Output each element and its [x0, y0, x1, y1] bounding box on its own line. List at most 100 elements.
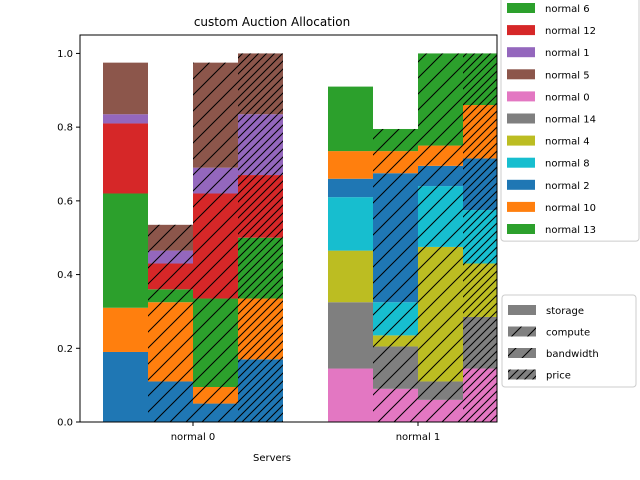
legend-swatch	[507, 201, 535, 212]
bar-hatch-normal-1-bandwidth-normal-10	[418, 145, 463, 166]
bar-hatch-normal-0-compute-normal-12	[148, 263, 193, 290]
bar-segment-normal-0-storage-normal-12	[103, 123, 148, 194]
bar-hatch-normal-0-price-normal-12	[238, 175, 283, 238]
legend-swatch-hatch	[508, 348, 536, 358]
legend-swatch	[507, 113, 535, 124]
bar-hatch-normal-0-bandwidth-normal-10	[193, 386, 238, 404]
x-tick-label: normal 1	[396, 432, 441, 443]
legend-label: normal 0	[545, 92, 590, 103]
bar-segment-normal-1-storage-normal-4	[328, 250, 373, 303]
legend-swatch-hatch	[508, 326, 536, 337]
y-tick-label: 0.0	[57, 418, 73, 429]
bar-hatch-normal-0-bandwidth-normal-6	[193, 298, 238, 387]
legend-label: normal 4	[545, 137, 590, 148]
plot-frame	[79, 34, 498, 423]
bar-hatch-normal-0-compute-normal-1	[148, 250, 193, 264]
bar-hatch-normal-0-bandwidth-normal-12	[193, 193, 238, 299]
legend-label: normal 8	[545, 159, 590, 170]
legend-label: normal 2	[545, 181, 590, 192]
bar-segment-normal-0-storage-normal-1	[103, 114, 148, 124]
legend-label: bandwidth	[546, 349, 599, 360]
y-tick-label: 0.4	[57, 270, 73, 281]
bar-hatch-normal-0-bandwidth-normal-5	[193, 62, 238, 168]
legend-resources: storage compute bandwidth price	[501, 294, 637, 388]
bars-layer	[103, 53, 497, 422]
x-tick-label: normal 0	[171, 432, 216, 443]
bar-segment-normal-1-storage-normal-0	[328, 368, 373, 422]
y-tick-label: 0.8	[57, 123, 73, 134]
bar-hatch-normal-0-price-normal-5	[238, 53, 283, 115]
bar-hatch-normal-1-compute-normal-0	[373, 388, 418, 422]
legend-label: normal 5	[545, 70, 590, 81]
bar-hatch-normal-1-price-normal-10	[463, 105, 497, 159]
legend-label: storage	[546, 306, 584, 317]
legend-swatch	[507, 157, 535, 168]
legend-swatch	[507, 69, 535, 80]
y-axis: 0.0 0.2 0.4 0.6 0.8 1.0	[57, 49, 80, 429]
legend-swatch	[507, 91, 535, 102]
bar-segment-normal-1-storage-normal-10	[328, 151, 373, 179]
bar-hatch-normal-1-price-normal-8	[463, 210, 497, 264]
bar-hatch-normal-1-price-normal-14	[463, 316, 497, 369]
bar-hatch-normal-1-bandwidth-normal-14	[418, 381, 463, 400]
bar-segment-normal-0-storage-normal-6	[103, 193, 148, 308]
x-axis-label: Servers	[253, 453, 291, 464]
legend-swatch-hatch	[508, 369, 536, 380]
legend-label: normal 12	[545, 26, 596, 37]
bar-segment-normal-1-storage-normal-8	[328, 197, 373, 251]
bar-hatch-normal-0-compute-normal-10	[148, 302, 193, 382]
bar-hatch-normal-1-price-normal-13	[463, 53, 497, 106]
bar-hatch-normal-0-bandwidth-normal-1	[193, 167, 238, 194]
bar-segment-normal-1-storage-normal-2	[328, 178, 373, 198]
bar-hatch-normal-1-compute-normal-8	[373, 302, 418, 336]
bar-hatch-normal-1-compute-normal-10	[373, 151, 418, 174]
bar-hatch-normal-0-compute-normal-5	[148, 224, 193, 251]
legend-swatch	[507, 224, 535, 234]
bar-hatch-normal-1-compute-normal-4	[373, 335, 418, 347]
legend-swatch	[507, 25, 535, 36]
bar-hatch-normal-0-compute-normal-6	[148, 289, 193, 303]
chart-title: custom Auction Allocation	[194, 15, 350, 29]
bar-hatch-normal-0-bandwidth-normal-2	[193, 403, 238, 422]
legend-swatch	[507, 3, 535, 13]
legend-resources-box	[501, 294, 637, 388]
legend-label: compute	[546, 328, 590, 339]
bar-hatch-normal-1-compute-normal-13	[373, 128, 418, 152]
y-tick-label: 0.2	[57, 344, 73, 355]
legend-label: normal 14	[545, 115, 596, 126]
bar-hatch-normal-1-bandwidth-normal-8	[418, 186, 463, 247]
bar-hatch-normal-1-bandwidth-normal-2	[418, 165, 463, 187]
bar-hatch-normal-1-compute-normal-2	[373, 173, 418, 303]
bar-hatch-normal-0-price-normal-2	[238, 359, 283, 422]
legend-swatch	[507, 47, 535, 58]
bar-segment-normal-1-storage-normal-14	[328, 302, 373, 369]
bar-hatch-normal-1-bandwidth-normal-13	[418, 53, 463, 146]
bar-hatch-normal-1-bandwidth-normal-4	[418, 246, 463, 382]
bar-hatch-normal-0-price-normal-1	[238, 114, 283, 176]
legend-tasks: normal 6 normal 12 normal 1 normal 5 normal …	[500, 0, 640, 242]
legend-swatch	[508, 305, 536, 315]
bar-hatch-normal-1-bandwidth-normal-0	[418, 399, 463, 422]
bar-segment-normal-0-storage-normal-5	[103, 62, 148, 115]
legend-label: normal 1	[545, 48, 590, 59]
bar-segment-normal-0-storage-normal-2	[103, 351, 148, 422]
bar-hatch-normal-1-price-normal-0	[463, 368, 497, 422]
legend-tasks-box	[500, 0, 640, 242]
bar-hatch-normal-1-price-normal-2	[463, 158, 497, 211]
bar-segment-normal-0-storage-normal-10	[103, 307, 148, 352]
bar-hatch-normal-0-price-normal-6	[238, 237, 283, 299]
legend-swatch	[507, 179, 535, 190]
legend-swatch	[507, 135, 535, 146]
bar-hatch-normal-1-compute-normal-14	[373, 346, 418, 389]
bar-hatch-normal-1-price-normal-4	[463, 263, 497, 317]
legend-label: normal 13	[545, 225, 596, 236]
x-axis: normal 0 normal 1	[171, 422, 441, 443]
bar-hatch-normal-0-price-normal-10	[238, 298, 283, 360]
legend-label: normal 10	[545, 203, 596, 214]
y-tick-label: 1.0	[57, 49, 73, 60]
y-tick-label: 0.6	[57, 196, 73, 207]
legend-label: price	[546, 371, 571, 382]
bar-hatch-normal-0-compute-normal-2	[148, 381, 193, 422]
bar-segment-normal-1-storage-normal-13	[328, 86, 373, 152]
